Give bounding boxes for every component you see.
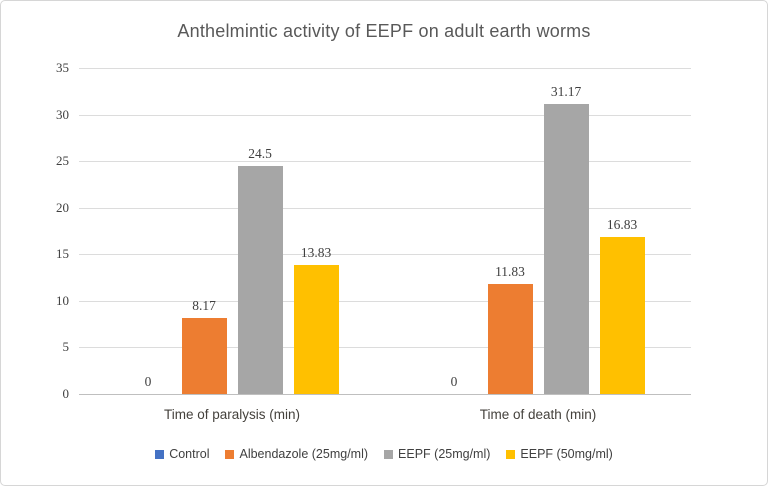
bar-group: 0 8.17 24.5 13.83 [79, 68, 385, 394]
bar-slot: 13.83 [293, 245, 339, 394]
legend: Control Albendazole (25mg/ml) EEPF (25mg/m… [1, 447, 767, 461]
legend-swatch-icon [384, 449, 394, 459]
bar-slot: 16.83 [599, 217, 645, 394]
bar-albendazole-25mg-ml [487, 284, 533, 394]
legend-label: EEPF (25mg/ml) [398, 447, 491, 461]
bar-albendazole-25mg-ml [181, 318, 227, 394]
bar-value-label: 0 [144, 374, 152, 389]
legend-item: Control [155, 447, 209, 461]
y-axis-tick-label: 30 [56, 106, 69, 122]
bar-slot: 8.17 [181, 298, 227, 394]
y-axis-tick-label: 5 [62, 339, 70, 355]
bar-eepf-25mg-ml [543, 104, 589, 394]
legend-item: Albendazole (25mg/ml) [225, 447, 368, 461]
x-axis-labels: Time of paralysis (min) Time of death (mi… [79, 407, 691, 422]
gridline [79, 161, 691, 163]
y-axis-tick-label: 15 [56, 246, 69, 262]
legend-swatch-icon [506, 449, 516, 459]
bar-value-label: 16.83 [606, 217, 638, 232]
gridline [79, 347, 691, 349]
y-axis-tick-label: 10 [56, 292, 69, 308]
gridline [79, 254, 691, 256]
bar-eepf-50mg-ml [293, 265, 339, 394]
legend-label: Control [169, 447, 210, 461]
bar-value-label: 11.83 [495, 264, 525, 279]
legend-swatch-icon [155, 449, 165, 459]
bar-value-label: 0 [450, 374, 458, 389]
bar-group: 0 11.83 31.17 16.83 [385, 68, 691, 394]
legend-label: EEPF (50mg/ml) [520, 447, 613, 461]
bar-slot: 11.83 [487, 264, 533, 394]
bar-eepf-50mg-ml [599, 237, 645, 394]
y-axis: 0 5 10 15 20 25 30 35 [27, 60, 70, 401]
gridline [79, 207, 691, 209]
gridline [79, 68, 691, 69]
bar-value-label: 24.5 [248, 146, 272, 161]
bar-slot: 24.5 [237, 146, 283, 394]
legend-label: Albendazole (25mg/ml) [239, 447, 369, 461]
bar-value-label: 13.83 [300, 245, 332, 260]
bar-slot: 31.17 [543, 84, 589, 394]
x-axis-category-label: Time of paralysis (min) [163, 407, 301, 422]
plot-area: 0 8.17 24.5 13.83 0 11.83 31.17 16.83 [79, 68, 691, 395]
gridline [79, 300, 691, 302]
legend-item: EEPF (25mg/ml) [384, 447, 490, 461]
legend-item: EEPF (50mg/ml) [506, 447, 613, 461]
chart-title: Anthelmintic activity of EEPF on adult e… [177, 21, 591, 41]
x-axis-category-label: Time of death (min) [479, 407, 597, 422]
gridline [79, 114, 691, 116]
bar-eepf-25mg-ml [237, 166, 283, 394]
bar-value-label: 31.17 [550, 84, 582, 99]
bar-value-label: 8.17 [192, 298, 216, 313]
y-axis-tick-label: 20 [56, 199, 69, 215]
legend-swatch-icon [225, 449, 235, 459]
y-axis-tick-label: 25 [56, 153, 69, 169]
y-axis-tick-label: 35 [56, 60, 69, 75]
y-axis-tick-label: 0 [62, 386, 70, 401]
